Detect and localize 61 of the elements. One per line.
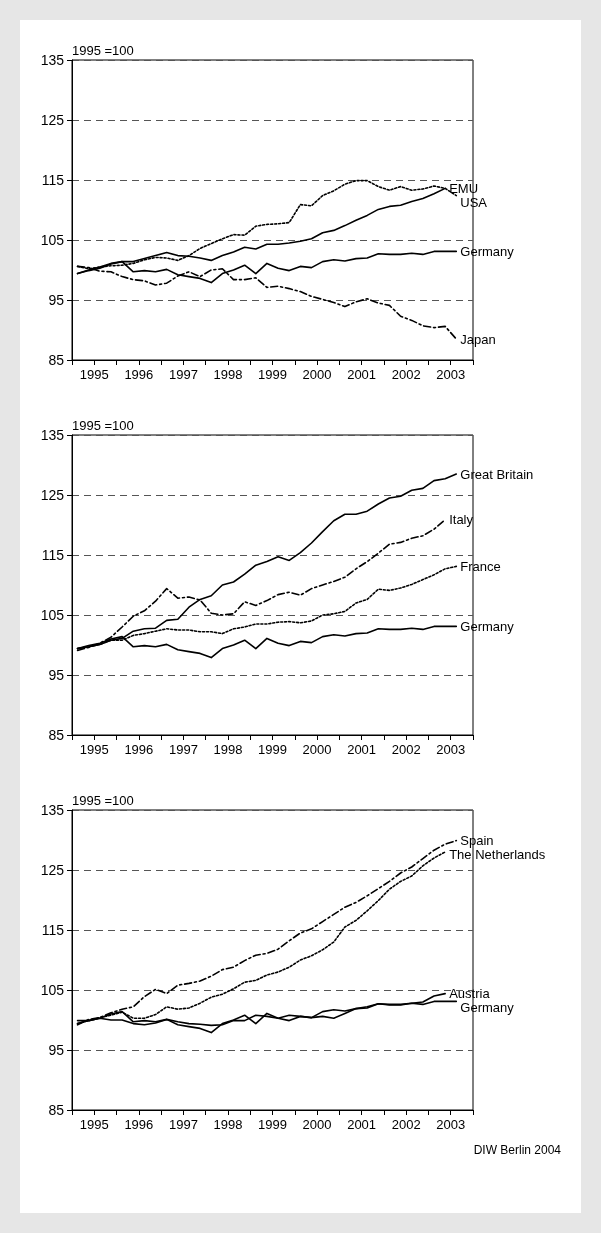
y-tick-label: 85 (48, 1102, 65, 1118)
y-tick-label: 115 (41, 547, 65, 563)
text: DIW Berlin 2004 (473, 1143, 562, 1157)
x-tick-label: 2002 (391, 1117, 421, 1132)
series-label: The Netherlands (449, 847, 546, 863)
x-tick-label: 2000 (302, 742, 332, 757)
y-tick-label: 125 (40, 112, 65, 128)
y-tick-label: 135 (40, 52, 65, 68)
y-tick-label: 105 (40, 232, 65, 248)
x-tick-label: 1998 (213, 742, 243, 757)
y-tick-label: 135 (40, 427, 65, 443)
y-tick-label: 125 (40, 862, 65, 878)
x-tick-label: 1998 (213, 367, 243, 382)
x-tick-label: 1995 (79, 1117, 109, 1132)
x-tick-label: 2003 (436, 367, 466, 382)
x-tick-label: 1997 (168, 367, 198, 382)
y-tick-label: 125 (40, 487, 65, 503)
y-tick-label: 105 (40, 982, 65, 998)
y-axis-title: 1995 =100 (72, 793, 134, 808)
series-label: Japan (460, 331, 496, 347)
y-tick-label: 95 (48, 667, 65, 683)
x-tick-label: 2003 (436, 742, 466, 757)
y-tick-label: 85 (48, 727, 65, 743)
x-tick-label: 1997 (168, 742, 198, 757)
y-axis-title: 1995 =100 (72, 43, 134, 58)
x-tick-label: 2002 (391, 742, 421, 757)
series-label: Italy (449, 512, 474, 528)
x-tick-label: 2002 (391, 367, 421, 382)
x-tick-label: 2000 (302, 1117, 332, 1132)
series-label: USA (460, 194, 488, 210)
y-tick-label: 95 (48, 292, 65, 308)
y-tick-label: 115 (41, 922, 65, 938)
x-tick-label: 1995 (79, 742, 109, 757)
x-tick-label: 2000 (302, 367, 332, 382)
x-tick-label: 2003 (436, 1117, 466, 1132)
y-tick-label: 95 (48, 1042, 65, 1058)
series-label: EMU (449, 180, 479, 196)
y-axis-title: 1995 =100 (72, 418, 134, 433)
series-label: Great Britain (460, 466, 534, 482)
x-tick-label: 1996 (124, 742, 154, 757)
y-tick-label: 135 (40, 802, 65, 818)
x-tick-label: 2001 (347, 742, 377, 757)
x-tick-label: 1996 (124, 367, 154, 382)
series-label: Spain (460, 833, 494, 849)
x-tick-label: 1999 (258, 1117, 287, 1132)
x-tick-label: 1999 (258, 367, 287, 382)
x-tick-label: 2001 (347, 1117, 377, 1132)
series-label: Germany (460, 618, 515, 634)
y-tick-label: 85 (48, 352, 65, 368)
y-tick-label: 105 (40, 607, 65, 623)
series-label: France (460, 558, 501, 574)
x-tick-label: 2001 (347, 367, 377, 382)
series-label: Germany (460, 1000, 515, 1016)
x-tick-label: 1996 (124, 1117, 154, 1132)
series-label: Germany (460, 243, 515, 259)
x-tick-label: 1999 (258, 742, 287, 757)
x-tick-label: 1995 (79, 367, 109, 382)
y-tick-label: 115 (41, 172, 65, 188)
x-tick-label: 1997 (168, 1117, 198, 1132)
series-label: Austria (449, 986, 491, 1002)
x-tick-label: 1998 (213, 1117, 243, 1132)
